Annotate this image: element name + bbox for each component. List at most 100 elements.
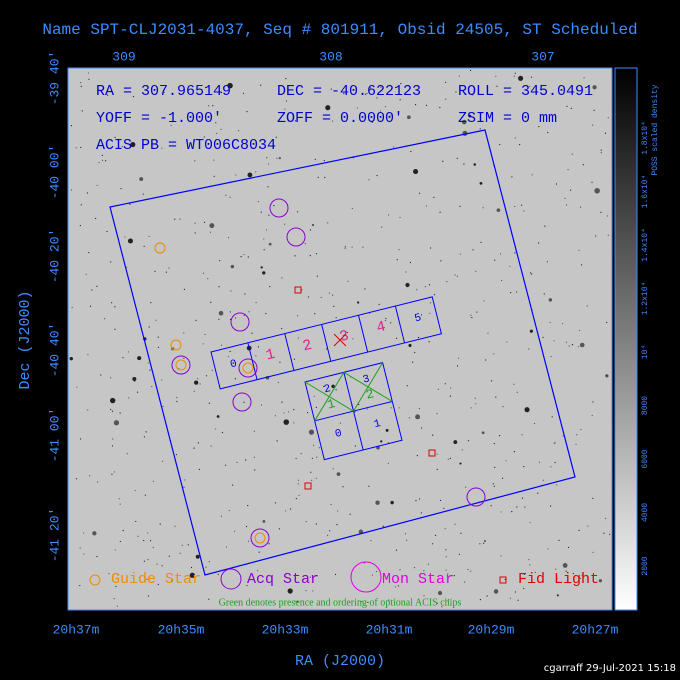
star-dot	[392, 146, 395, 148]
star-dot	[139, 177, 144, 182]
star-dot	[406, 385, 408, 387]
star-dot	[87, 409, 89, 411]
star-dot	[225, 194, 227, 196]
star-dot	[295, 457, 297, 460]
star-dot	[604, 132, 607, 134]
star-dot	[236, 461, 238, 463]
star-dot	[418, 498, 421, 500]
chip-divider	[321, 324, 332, 362]
info-yoff: YOFF = -1.000'	[96, 110, 222, 127]
star-dot	[572, 572, 574, 575]
star-dot	[109, 397, 116, 404]
star-dot	[398, 249, 400, 251]
star-dot	[598, 579, 602, 583]
star-dot	[439, 211, 441, 213]
star-dot	[519, 144, 521, 146]
star-dot	[335, 389, 337, 391]
star-dot	[232, 484, 234, 486]
star-dot	[591, 124, 594, 126]
star-dot	[87, 354, 89, 356]
star-dot	[327, 534, 329, 536]
star-dot	[179, 218, 181, 220]
star-dot	[109, 377, 112, 379]
star-dot	[284, 108, 286, 110]
star-dot	[408, 417, 410, 419]
star-dot	[295, 498, 297, 500]
star-dot	[501, 477, 504, 479]
star-dot	[247, 540, 250, 542]
star-dot	[305, 589, 307, 592]
star-dot	[387, 442, 390, 444]
star-dot	[409, 261, 412, 264]
star-dot	[227, 82, 233, 89]
star-dot	[430, 247, 432, 249]
star-dot	[354, 411, 356, 413]
star-dot	[323, 159, 325, 162]
star-dot	[449, 457, 452, 459]
star-dot	[371, 574, 374, 576]
star-dot	[156, 563, 158, 565]
star-dot	[276, 440, 278, 442]
star-dot	[95, 217, 97, 220]
star-dot	[513, 451, 516, 453]
star-dot	[197, 442, 199, 444]
star-dot	[183, 486, 185, 488]
star-dot	[106, 94, 109, 96]
star-dot	[424, 286, 427, 288]
star-dot	[209, 231, 212, 233]
acq-star	[286, 227, 306, 247]
star-dot	[296, 315, 299, 317]
star-dot	[537, 492, 539, 494]
top-tick-label: 309	[112, 49, 135, 64]
star-dot	[170, 124, 172, 127]
star-dot	[208, 402, 210, 404]
guide-star	[175, 359, 187, 371]
star-dot	[126, 453, 128, 455]
star-dot	[388, 599, 390, 601]
star-dot	[165, 271, 167, 273]
star-dot	[429, 302, 432, 304]
colorbar-tick-label: 6000	[641, 449, 650, 468]
star-dot	[419, 192, 421, 194]
star-dot	[593, 109, 595, 111]
colorbar	[614, 67, 638, 611]
star-dot	[470, 570, 472, 572]
star-dot	[463, 163, 465, 165]
star-dot	[146, 578, 148, 580]
star-dot	[376, 174, 378, 177]
star-dot	[420, 427, 423, 429]
star-dot	[555, 568, 557, 570]
star-dot	[479, 543, 481, 545]
star-dot	[538, 461, 541, 463]
star-dot	[558, 539, 560, 541]
star-dot	[88, 251, 90, 254]
star-dot	[514, 137, 516, 139]
optional-order: 2	[364, 386, 375, 402]
star-dot	[70, 189, 73, 191]
star-dot	[603, 532, 605, 534]
star-dot	[147, 595, 150, 597]
star-dot	[376, 97, 378, 99]
star-dot	[344, 247, 346, 249]
star-dot	[318, 447, 321, 449]
star-dot	[370, 540, 372, 542]
star-dot	[586, 305, 588, 307]
star-dot	[100, 374, 102, 376]
star-dot	[530, 76, 533, 78]
star-dot	[523, 210, 525, 212]
star-dot	[110, 261, 112, 263]
star-dot	[149, 540, 152, 542]
note: Green denotes presence and ordering of o…	[219, 597, 462, 608]
fid-light	[304, 482, 312, 490]
star-dot	[246, 584, 248, 587]
bottom-tick-label: 20h27m	[572, 622, 619, 637]
chip-label: 0	[229, 358, 238, 371]
colorbar-tick-label: 1.8x10⁴	[641, 121, 650, 155]
info-ra: RA = 307.965149	[96, 83, 231, 100]
star-dot	[89, 475, 91, 477]
star-dot	[433, 196, 435, 198]
star-dot	[256, 570, 259, 572]
star-dot	[436, 413, 438, 415]
star-dot	[331, 120, 334, 122]
star-dot	[480, 241, 482, 243]
